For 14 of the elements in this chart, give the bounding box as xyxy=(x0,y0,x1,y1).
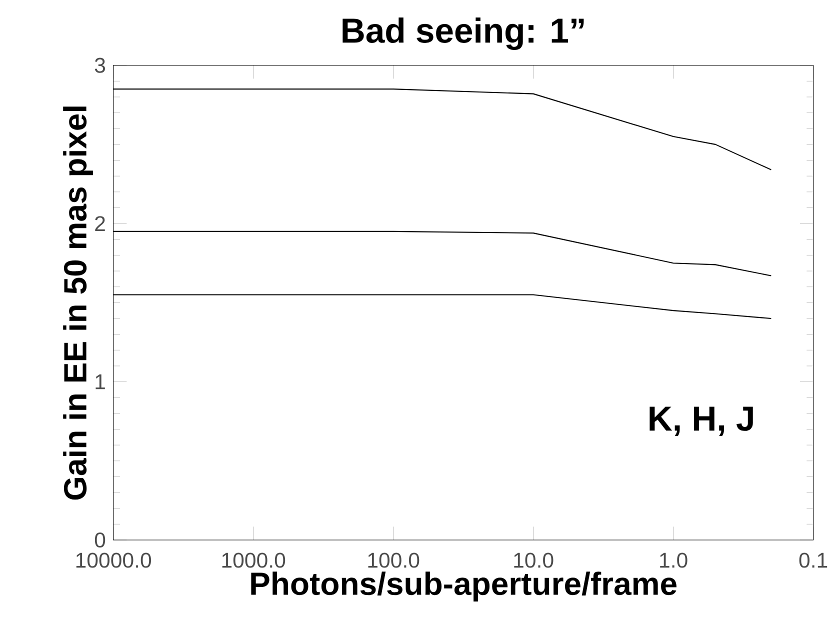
annotation: K, H, J xyxy=(650,406,753,436)
x-tick-label: 100.0 xyxy=(368,552,420,568)
x-tick-label: 10000.0 xyxy=(76,552,152,568)
y-tick-label: 2 xyxy=(95,216,105,231)
chart-title: Bad seeing: 1” xyxy=(342,17,584,50)
x-tick-label: 10.0 xyxy=(514,552,554,568)
x-tick-label: 1000.0 xyxy=(222,552,286,568)
y-tick-label: 0 xyxy=(94,532,106,548)
y-axis-title: Gain in EE in 50 mas pixel xyxy=(63,106,93,500)
x-axis-title: Photons/sub-aperture/frame xyxy=(251,572,676,602)
y-tick-label: 3 xyxy=(94,58,106,73)
x-tick-label: 1.0 xyxy=(660,552,688,568)
y-tick-label: 1 xyxy=(96,374,105,390)
x-tick-label: 0.1 xyxy=(799,552,828,568)
